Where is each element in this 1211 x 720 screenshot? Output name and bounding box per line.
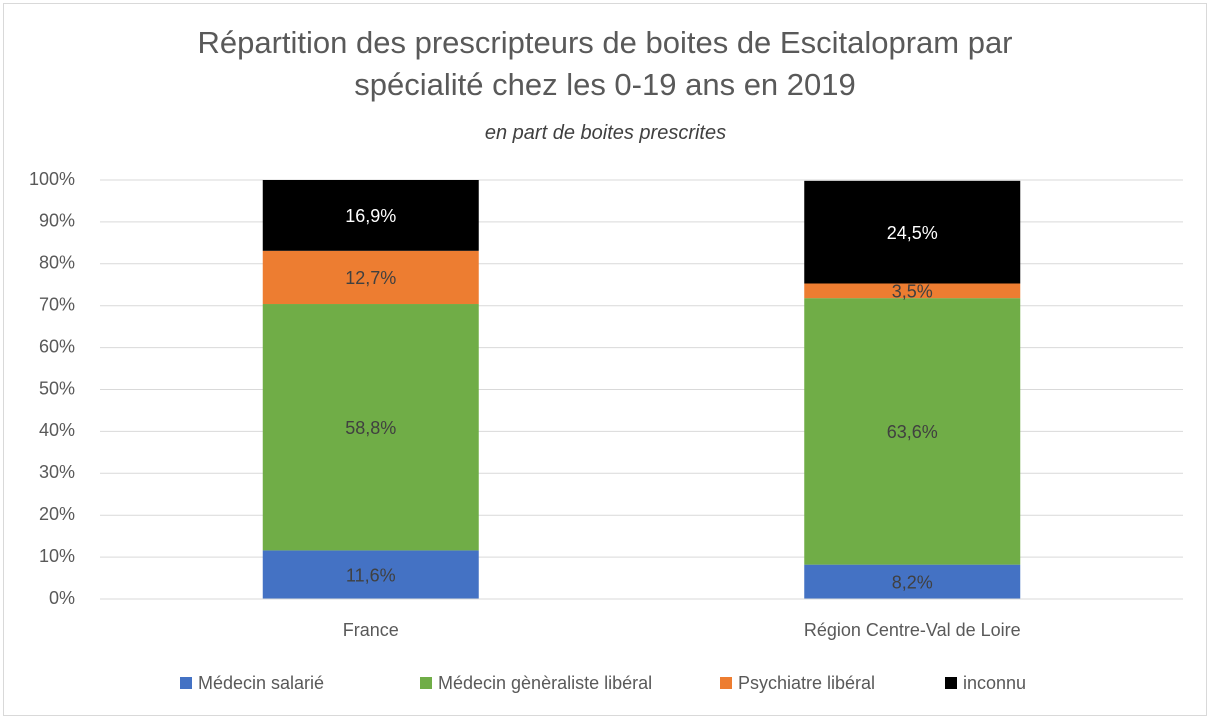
- y-tick-label: 10%: [39, 546, 75, 566]
- legend-label: Médecin salarié: [198, 673, 324, 693]
- y-tick-label: 80%: [39, 253, 75, 273]
- legend-label: Psychiatre libéral: [738, 673, 875, 693]
- legend-label: Médecin gènèraliste libéral: [438, 673, 652, 693]
- data-label: 12,7%: [345, 268, 396, 288]
- data-label: 8,2%: [892, 573, 933, 593]
- bar-segment: [804, 564, 1021, 599]
- bar-segment: [804, 298, 1021, 565]
- x-tick-label: France: [343, 620, 399, 640]
- legend-swatch: [945, 677, 957, 689]
- y-tick-label: 0%: [49, 588, 75, 608]
- bar-segment: [262, 180, 479, 251]
- data-label: 16,9%: [345, 206, 396, 226]
- legend-swatch: [420, 677, 432, 689]
- data-label: 3,5%: [892, 282, 933, 302]
- y-tick-label: 70%: [39, 294, 75, 314]
- bar-segment: [262, 250, 479, 305]
- data-label: 24,5%: [887, 223, 938, 243]
- bar-segment: [262, 304, 479, 551]
- bar-segment: [804, 180, 1021, 284]
- data-label: 58,8%: [345, 418, 396, 438]
- x-tick-label: Région Centre-Val de Loire: [804, 620, 1021, 640]
- data-label: 11,6%: [346, 565, 396, 585]
- legend-swatch: [180, 677, 192, 689]
- data-label: 63,6%: [887, 422, 938, 442]
- y-tick-label: 60%: [39, 336, 75, 356]
- y-tick-label: 20%: [39, 504, 75, 524]
- legend-swatch: [720, 677, 732, 689]
- bar-segment: [804, 283, 1021, 299]
- frame: [3, 3, 1207, 716]
- chart-subtitle: en part de boites prescrites: [484, 122, 727, 144]
- legend-label: inconnu: [963, 673, 1026, 693]
- bar-segment: [262, 550, 479, 599]
- chart-title: Répartition des prescripteurs de boites …: [197, 25, 1013, 102]
- y-tick-label: 90%: [39, 211, 75, 231]
- y-tick-label: 30%: [39, 462, 75, 482]
- y-tick-label: 50%: [39, 378, 75, 398]
- y-tick-label: 100%: [29, 169, 75, 189]
- y-tick-label: 40%: [39, 420, 75, 440]
